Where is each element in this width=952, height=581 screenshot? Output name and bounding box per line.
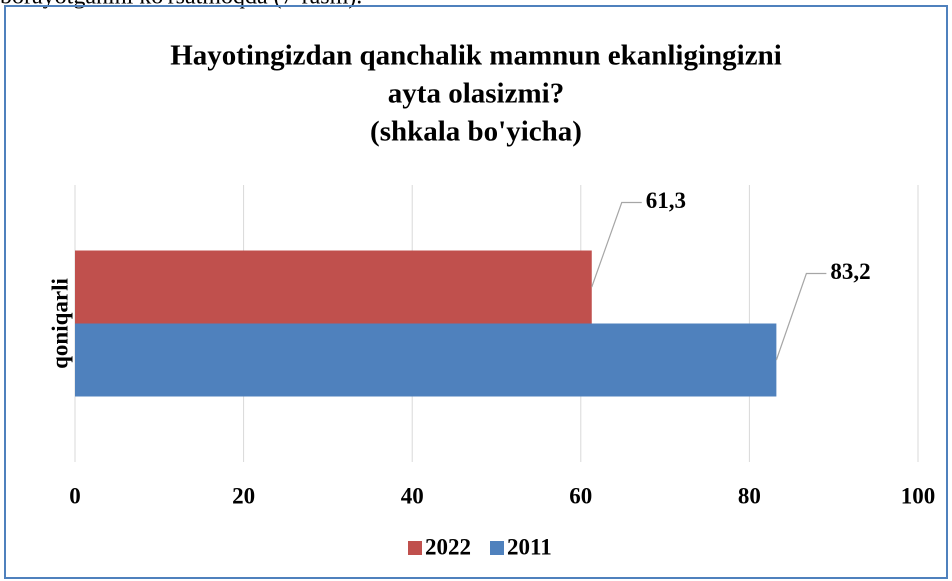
x-tick-label: 60 bbox=[569, 483, 592, 508]
legend-label: 2022 bbox=[425, 534, 471, 559]
legend-swatch bbox=[408, 541, 422, 555]
bar bbox=[75, 323, 777, 397]
x-tick-label: 20 bbox=[232, 483, 255, 508]
x-tick-label: 40 bbox=[401, 483, 424, 508]
legend-label: 2011 bbox=[507, 534, 552, 559]
data-label: 83,2 bbox=[830, 259, 870, 284]
leader-line bbox=[775, 272, 827, 361]
chart-title: Hayotingizdan qanchalik mamnun ekanligin… bbox=[170, 40, 782, 72]
chart-title: ayta olasizmi? bbox=[388, 78, 564, 110]
text-above: borayotganini ko'rsatmoqda (7-rasm). bbox=[0, 0, 362, 10]
chart-border bbox=[4, 5, 948, 579]
y-tick-label: qoniqarli bbox=[47, 278, 72, 369]
chart-title: (shkala bo'yicha) bbox=[370, 116, 582, 148]
data-label: 61,3 bbox=[646, 188, 686, 213]
x-tick-label: 0 bbox=[69, 483, 81, 508]
bar bbox=[75, 250, 592, 324]
leader-line bbox=[591, 201, 642, 288]
x-tick-label: 100 bbox=[901, 483, 936, 508]
legend-swatch bbox=[490, 541, 504, 555]
x-tick-label: 80 bbox=[738, 483, 761, 508]
